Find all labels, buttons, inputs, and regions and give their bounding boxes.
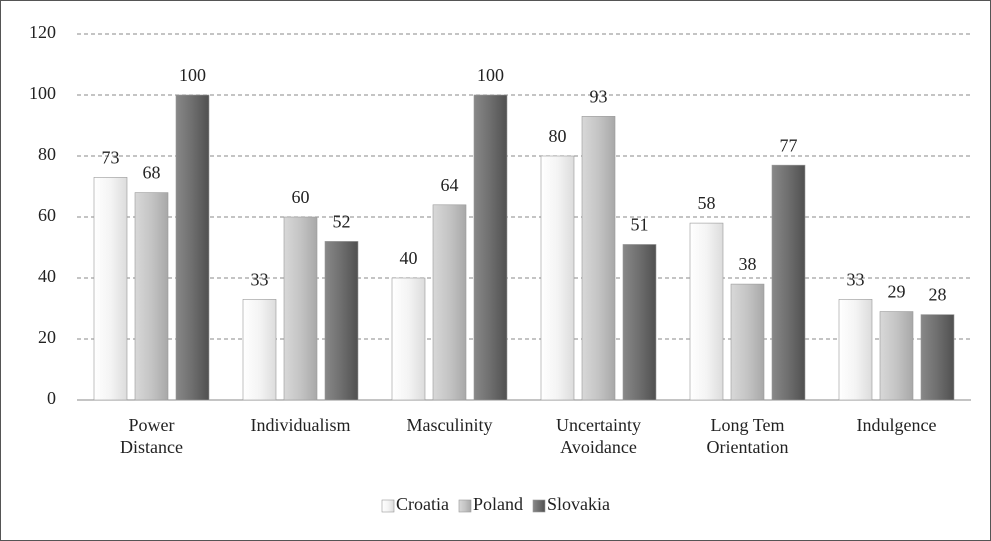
legend-swatch <box>381 499 395 513</box>
legend-label: Poland <box>473 494 523 514</box>
data-label: 93 <box>590 86 608 106</box>
bar <box>689 222 724 401</box>
data-label: 28 <box>929 285 947 305</box>
data-label: 73 <box>102 147 120 167</box>
data-label: 80 <box>549 126 567 146</box>
data-label: 51 <box>631 215 649 235</box>
bar <box>730 283 765 401</box>
y-tick-label: 20 <box>38 327 56 347</box>
bar <box>581 116 616 401</box>
data-label: 33 <box>251 269 269 289</box>
x-tick-label: Uncertainty Avoidance <box>556 415 641 457</box>
bar <box>175 94 210 401</box>
legend-label: Slovakia <box>547 494 610 514</box>
y-tick-label: 120 <box>29 22 56 42</box>
bar <box>540 155 575 401</box>
bar <box>391 277 426 401</box>
data-label: 38 <box>739 254 757 274</box>
bar <box>473 94 508 401</box>
data-label: 52 <box>333 212 351 232</box>
y-tick-label: 40 <box>38 266 56 286</box>
x-tick-label: Individualism <box>250 415 351 435</box>
bar <box>93 177 128 401</box>
bar <box>432 204 467 401</box>
x-tick-label: Indulgence <box>856 415 937 435</box>
bar <box>242 299 277 401</box>
data-label: 100 <box>477 65 504 85</box>
y-tick-label: 80 <box>38 144 56 164</box>
bar <box>920 314 955 401</box>
data-label: 40 <box>400 248 418 268</box>
data-label: 100 <box>179 65 206 85</box>
x-tick-label: Long Tem Orientation <box>706 415 789 457</box>
data-label: 77 <box>780 135 798 155</box>
legend-label: Croatia <box>396 494 449 514</box>
data-label: 64 <box>441 175 459 195</box>
bar <box>879 311 914 401</box>
bar <box>838 299 873 401</box>
data-label: 33 <box>847 269 865 289</box>
y-tick-label: 60 <box>38 205 56 225</box>
x-tick-label: Masculinity <box>406 415 493 435</box>
data-label: 60 <box>292 187 310 207</box>
x-tick-label: Power Distance <box>120 415 183 457</box>
data-label: 58 <box>698 193 716 213</box>
data-label: 68 <box>143 163 161 183</box>
legend-swatch <box>458 499 472 513</box>
bar <box>622 244 657 401</box>
bar <box>283 216 318 401</box>
bar <box>771 164 806 401</box>
y-tick-label: 0 <box>47 388 56 408</box>
legend-swatch <box>532 499 546 513</box>
bar <box>324 241 359 401</box>
y-tick-label: 100 <box>29 83 56 103</box>
bar <box>134 192 169 401</box>
data-label: 29 <box>888 282 906 302</box>
